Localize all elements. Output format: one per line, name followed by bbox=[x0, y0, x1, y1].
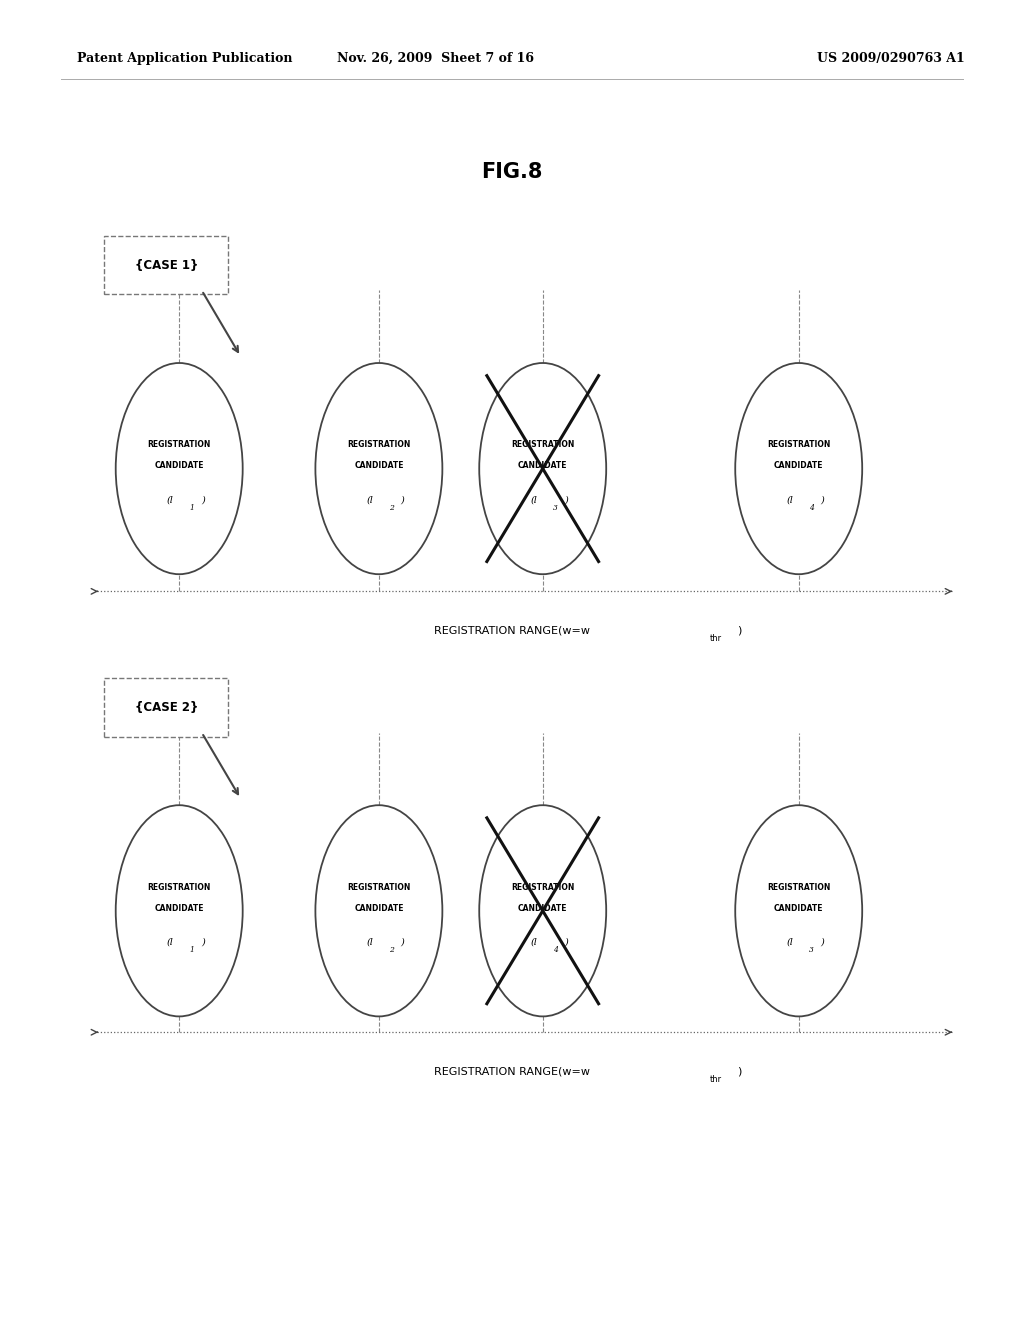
Text: {CASE 1}: {CASE 1} bbox=[135, 259, 198, 272]
Text: 3: 3 bbox=[553, 504, 558, 512]
Text: CANDIDATE: CANDIDATE bbox=[518, 462, 567, 470]
Text: (l: (l bbox=[167, 496, 174, 504]
Text: CANDIDATE: CANDIDATE bbox=[518, 904, 567, 912]
Text: 1: 1 bbox=[189, 946, 195, 954]
Text: Patent Application Publication: Patent Application Publication bbox=[77, 51, 292, 65]
Text: ): ) bbox=[201, 939, 205, 946]
Text: ): ) bbox=[400, 496, 404, 504]
Text: ): ) bbox=[820, 496, 824, 504]
Text: (l: (l bbox=[530, 939, 538, 946]
Text: REGISTRATION RANGE(w=w: REGISTRATION RANGE(w=w bbox=[434, 626, 590, 636]
Text: (l: (l bbox=[367, 939, 374, 946]
Text: FIG.8: FIG.8 bbox=[481, 161, 543, 182]
Ellipse shape bbox=[479, 363, 606, 574]
Ellipse shape bbox=[116, 363, 243, 574]
Text: 4: 4 bbox=[553, 946, 558, 954]
Text: ): ) bbox=[564, 939, 568, 946]
Text: 1: 1 bbox=[189, 504, 195, 512]
Text: REGISTRATION: REGISTRATION bbox=[147, 441, 211, 449]
Text: (l: (l bbox=[530, 496, 538, 504]
Ellipse shape bbox=[479, 805, 606, 1016]
Text: CANDIDATE: CANDIDATE bbox=[354, 904, 403, 912]
Text: REGISTRATION RANGE(w=w: REGISTRATION RANGE(w=w bbox=[434, 1067, 590, 1077]
Text: REGISTRATION: REGISTRATION bbox=[347, 883, 411, 891]
Text: thr: thr bbox=[710, 1076, 722, 1084]
Text: 3: 3 bbox=[809, 946, 814, 954]
Text: ): ) bbox=[400, 939, 404, 946]
Text: ): ) bbox=[564, 496, 568, 504]
Ellipse shape bbox=[735, 363, 862, 574]
Text: CANDIDATE: CANDIDATE bbox=[155, 904, 204, 912]
Text: REGISTRATION: REGISTRATION bbox=[767, 883, 830, 891]
Text: thr: thr bbox=[710, 635, 722, 643]
Text: 2: 2 bbox=[389, 946, 394, 954]
Text: REGISTRATION: REGISTRATION bbox=[511, 883, 574, 891]
Text: REGISTRATION: REGISTRATION bbox=[147, 883, 211, 891]
Text: CANDIDATE: CANDIDATE bbox=[354, 462, 403, 470]
Text: REGISTRATION: REGISTRATION bbox=[767, 441, 830, 449]
FancyBboxPatch shape bbox=[104, 236, 228, 294]
Text: (l: (l bbox=[167, 939, 174, 946]
Text: {CASE 2}: {CASE 2} bbox=[135, 701, 198, 714]
Text: ): ) bbox=[737, 626, 741, 636]
Text: REGISTRATION: REGISTRATION bbox=[511, 441, 574, 449]
Text: ): ) bbox=[737, 1067, 741, 1077]
Ellipse shape bbox=[315, 805, 442, 1016]
Text: (l: (l bbox=[786, 496, 794, 504]
Text: 4: 4 bbox=[809, 504, 814, 512]
Text: ): ) bbox=[201, 496, 205, 504]
Text: (l: (l bbox=[367, 496, 374, 504]
Text: CANDIDATE: CANDIDATE bbox=[155, 462, 204, 470]
Ellipse shape bbox=[735, 805, 862, 1016]
Text: REGISTRATION: REGISTRATION bbox=[347, 441, 411, 449]
Text: US 2009/0290763 A1: US 2009/0290763 A1 bbox=[817, 51, 965, 65]
Ellipse shape bbox=[116, 805, 243, 1016]
Text: CANDIDATE: CANDIDATE bbox=[774, 462, 823, 470]
Ellipse shape bbox=[315, 363, 442, 574]
Text: (l: (l bbox=[786, 939, 794, 946]
Text: CANDIDATE: CANDIDATE bbox=[774, 904, 823, 912]
Text: 2: 2 bbox=[389, 504, 394, 512]
FancyBboxPatch shape bbox=[104, 678, 228, 737]
Text: ): ) bbox=[820, 939, 824, 946]
Text: Nov. 26, 2009  Sheet 7 of 16: Nov. 26, 2009 Sheet 7 of 16 bbox=[337, 51, 534, 65]
